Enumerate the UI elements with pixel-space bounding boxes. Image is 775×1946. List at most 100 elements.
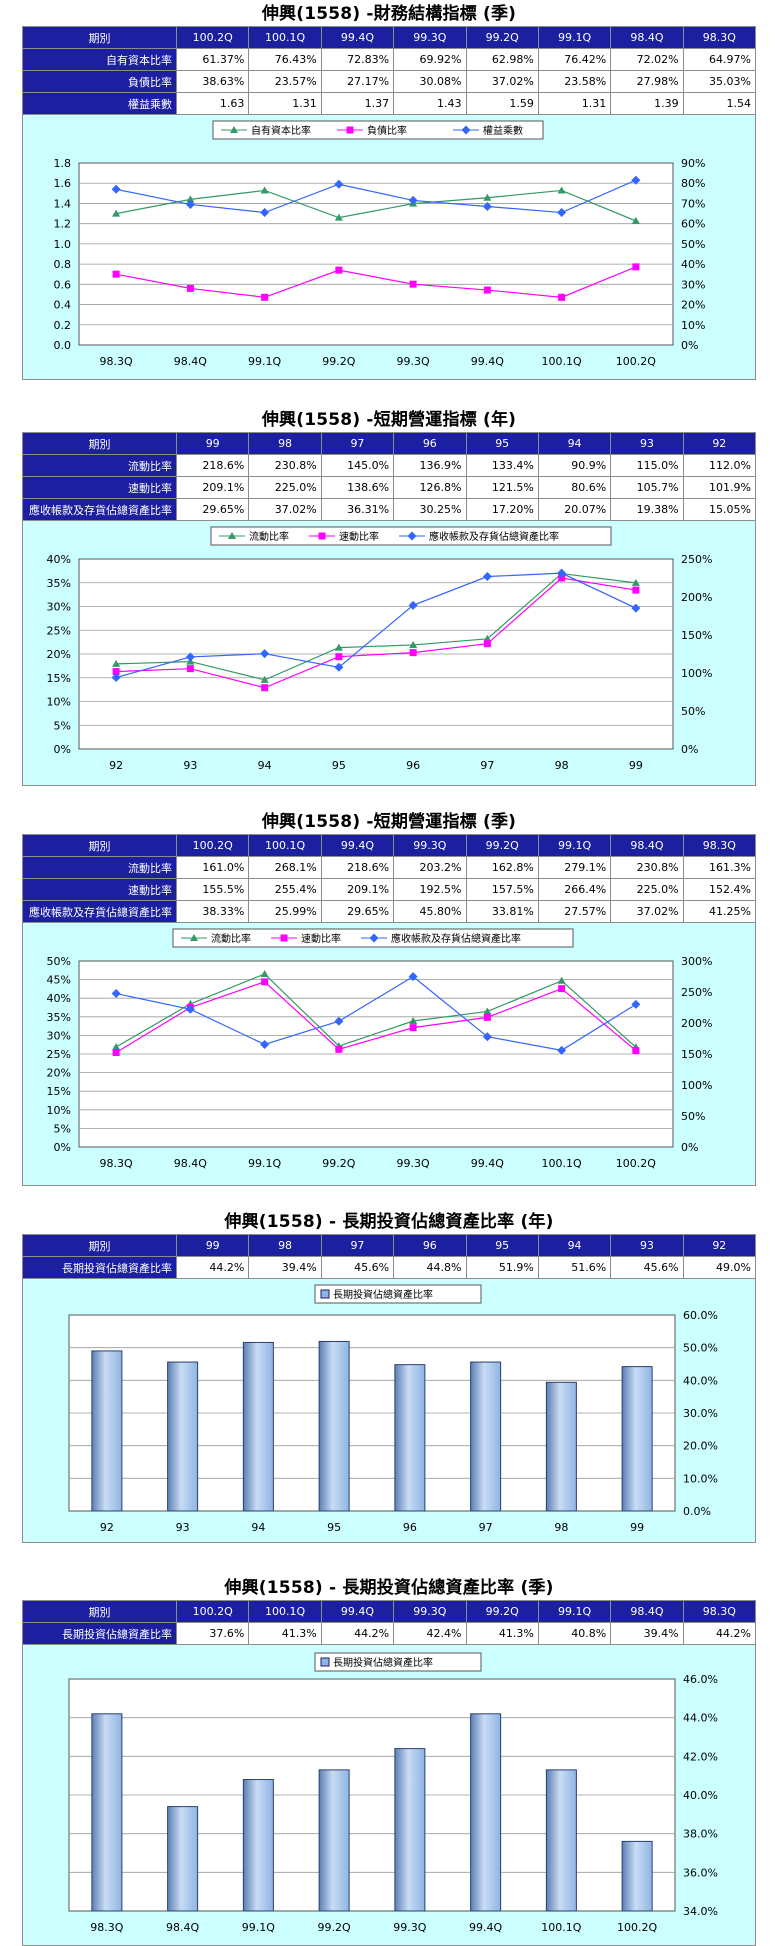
table-cell: 1.39 — [610, 92, 684, 115]
right-axis-tick-label: 70% — [681, 197, 705, 210]
bar — [167, 1361, 199, 1512]
section-short-term-operating-quarterly: 伸興(1558) -短期營運指標 (季) 期別 100.2Q 100.1Q 99… — [22, 810, 757, 1186]
data-point — [369, 933, 379, 943]
data-point — [335, 266, 343, 274]
table-cell: 1.31 — [248, 92, 322, 115]
table-row: 流動比率 218.6% 230.8% 145.0% 136.9% 133.4% … — [22, 454, 757, 477]
right-axis-tick-label: 250% — [681, 986, 712, 999]
data-point — [632, 263, 640, 271]
period-header: 99.2Q — [465, 26, 539, 49]
right-axis-tick-label: 0.0% — [683, 1505, 711, 1518]
table-cell: 20.07% — [537, 498, 612, 521]
table-cell: 23.57% — [248, 70, 322, 93]
data-point — [335, 653, 343, 661]
x-axis-tick-label: 99.2Q — [322, 1157, 355, 1170]
data-point — [260, 1039, 270, 1049]
period-header: 98.4Q — [610, 26, 684, 49]
right-axis-tick-label: 40.0% — [683, 1374, 718, 1387]
section-financial-structure-quarterly: 伸興(1558) -財務結構指標 (季) 期別 100.2Q 100.1Q 99… — [22, 2, 757, 380]
data-point — [557, 1045, 567, 1055]
right-axis-tick-label: 50% — [681, 1110, 705, 1123]
x-axis-tick-label: 93 — [183, 759, 197, 772]
bar — [621, 1366, 653, 1512]
table-row: 權益乘數 1.63 1.31 1.37 1.43 1.59 1.31 1.39 … — [22, 92, 757, 115]
x-axis-tick-label: 99.1Q — [248, 355, 281, 368]
left-axis-tick-label: 45% — [47, 974, 71, 987]
x-axis-tick-label: 98 — [555, 759, 569, 772]
bar — [394, 1748, 426, 1912]
table-cell: 152.4% — [682, 878, 757, 901]
table-row: 應收帳款及存貨佔總資產比率 38.33% 25.99% 29.65% 45.80… — [22, 900, 757, 923]
legend-item: 權益乘數 — [453, 124, 523, 137]
x-axis-tick-label: 99.4Q — [471, 355, 504, 368]
x-axis-tick-label: 99.2Q — [318, 1921, 351, 1934]
table-cell: 44.2% — [175, 1256, 250, 1279]
x-axis-tick-label: 99.3Q — [393, 1921, 426, 1934]
period-header: 99.3Q — [393, 26, 467, 49]
data-point — [557, 208, 567, 218]
table-cell: 1.37 — [320, 92, 395, 115]
row-label: 自有資本比率 — [22, 48, 177, 71]
data-point — [631, 999, 641, 1009]
table-cell: 44.2% — [682, 1622, 757, 1645]
right-axis-tick-label: 44.0% — [683, 1712, 718, 1725]
table-cell: 266.4% — [537, 878, 612, 901]
left-axis-tick-label: 40% — [47, 992, 71, 1005]
section-title: 伸興(1558) -短期營運指標 (年) — [261, 410, 517, 430]
plot-area — [78, 162, 674, 346]
x-axis-tick-label: 92 — [109, 759, 123, 772]
legend-label: 流動比率 — [211, 932, 251, 945]
row-label: 流動比率 — [22, 454, 177, 477]
table-cell: 38.33% — [175, 900, 250, 923]
legend-label: 權益乘數 — [483, 124, 523, 137]
table-cell: 44.2% — [320, 1622, 395, 1645]
series-diamond — [111, 175, 641, 218]
x-axis-tick-label: 98 — [554, 1521, 568, 1534]
data-point — [558, 574, 566, 582]
table-cell: 33.81% — [465, 900, 539, 923]
section-title: 伸興(1558) - 長期投資佔總資產比率 (季) — [224, 1578, 554, 1598]
period-header: 98.3Q — [682, 834, 757, 857]
period-header: 100.1Q — [248, 1600, 322, 1623]
left-axis-tick-label: 15% — [47, 1085, 71, 1098]
left-axis-tick-label: 35% — [47, 1011, 71, 1024]
period-header: 94 — [537, 432, 612, 455]
x-axis-tick-label: 98.4Q — [174, 1157, 207, 1170]
x-axis-tick-label: 100.1Q — [542, 1157, 582, 1170]
legend-label: 速動比率 — [301, 932, 341, 945]
x-axis-tick-label: 96 — [406, 759, 420, 772]
table-header-row: 期別 100.2Q 100.1Q 99.4Q 99.3Q 99.2Q 99.1Q… — [22, 26, 757, 49]
x-axis-tick-label: 100.1Q — [542, 355, 582, 368]
period-header: 98.4Q — [610, 834, 684, 857]
table-cell: 42.4% — [393, 1622, 467, 1645]
chart-container: 長期投資佔總資產比率 0.0% 10.0% 20.0% 30.0% 40.0% 50.0% 6… — [22, 1279, 756, 1543]
data-point — [482, 201, 492, 211]
table-cell: 27.57% — [537, 900, 612, 923]
table-header-row: 期別 99 98 97 96 95 94 93 92 — [22, 432, 757, 455]
series-line — [115, 973, 637, 1048]
right-axis-tick-label: 250% — [681, 553, 712, 566]
legend-item: 負債比率 — [337, 124, 407, 137]
right-axis-tick-label: 46.0% — [683, 1673, 718, 1686]
line-chart: 自有資本比率 負債比率 權益乘數 0.0 0.2 0.4 0.6 0.8 1.0 1.2 1.4 1.… — [54, 120, 705, 368]
table-cell: 161.0% — [175, 856, 250, 879]
bar-chart: 長期投資佔總資產比率 34.0% 36.0% 38.0% 40.0% 42.0% 44.0%… — [68, 1652, 718, 1934]
data-point — [335, 1045, 343, 1053]
table-cell: 218.6% — [320, 856, 395, 879]
right-axis-tick-label: 60.0% — [683, 1309, 718, 1322]
row-label: 長期投資佔總資產比率 — [22, 1622, 177, 1645]
data-point — [632, 586, 640, 594]
series-square — [112, 574, 640, 692]
period-header: 93 — [610, 1234, 684, 1257]
period-header: 97 — [320, 1234, 395, 1257]
data-point — [334, 179, 344, 189]
x-axis-tick-label: 97 — [479, 1521, 493, 1534]
series-line — [115, 572, 637, 679]
data-point — [408, 972, 418, 982]
data-point — [557, 976, 566, 984]
legend-label: 負債比率 — [367, 124, 407, 137]
table-cell: 101.9% — [682, 476, 757, 499]
data-point — [631, 578, 640, 586]
data-point — [318, 532, 326, 540]
data-point — [111, 184, 121, 194]
